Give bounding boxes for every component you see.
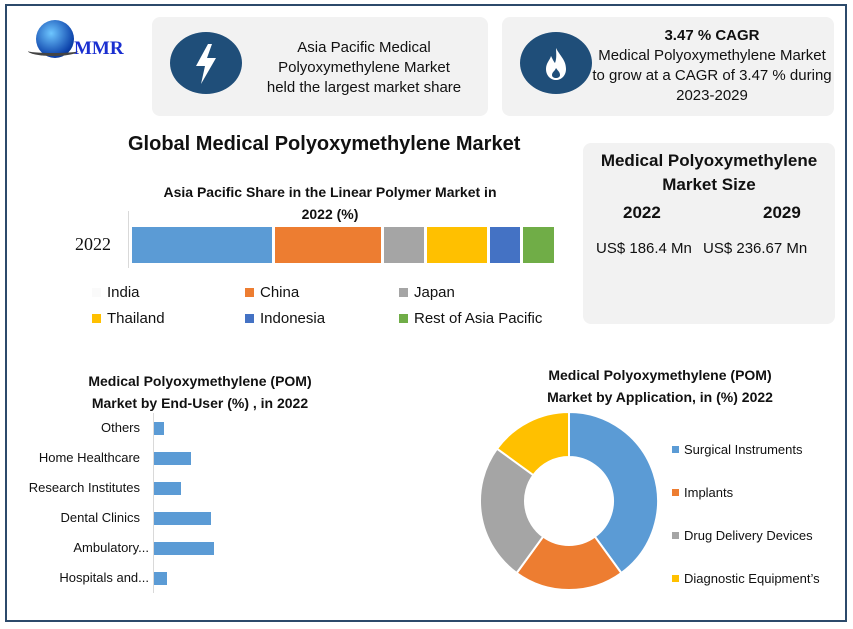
enduser-label: Dental Clinics (60, 510, 140, 525)
bar-segment-indonesia (489, 227, 521, 263)
donut-legend-item: Drug Delivery Devices (672, 528, 813, 543)
enduser-title: Market by End-User (%) , in 2022 (91, 395, 309, 411)
card-cagr: 3.47 % CAGR Medical Polyoxymethylene Mar… (502, 17, 834, 116)
legend-label: India (107, 284, 140, 301)
bar-segment-china (275, 227, 382, 263)
bar-segment-thailand (426, 227, 487, 263)
donut-legend-item: Implants (672, 485, 733, 500)
legend-swatch (399, 314, 408, 323)
enduser-bar (154, 572, 168, 585)
year-2022: 2022 (623, 203, 661, 222)
legend-label: Indonesia (260, 310, 326, 327)
card-regional: Asia Pacific Medical Polyoxymethylene Ma… (152, 17, 488, 116)
value-2029: US$ 236.67 Mn (703, 240, 808, 257)
enduser-label: Ambulatory... (73, 540, 149, 555)
donut-slice-2 (479, 447, 545, 575)
legend-indonesia: Indonesia (245, 310, 325, 327)
legend-swatch (672, 489, 679, 496)
legend-swatch (245, 288, 254, 297)
legend-swatch (92, 288, 101, 297)
legend-label: Rest of Asia Pacific (414, 310, 543, 327)
enduser-bar (154, 482, 181, 495)
legend-rest-of-asia-pacific: Rest of Asia Pacific (399, 310, 542, 327)
card2-line: to grow at a CAGR of 3.47 % during (592, 67, 832, 84)
card1-line: Asia Pacific Medical (297, 39, 431, 56)
lightning-icon (170, 32, 242, 94)
size-title: Market Size (662, 175, 756, 194)
enduser-title: Medical Polyoxymethylene (POM) (88, 373, 312, 389)
stacked-title: 2022 (%) (301, 206, 359, 222)
enduser-bar (154, 512, 211, 525)
bar-segment-india (132, 227, 273, 263)
enduser-bar (154, 452, 191, 465)
market-size-card: Medical Polyoxymethylene Market Size 202… (583, 143, 835, 324)
donut-legend-item: Diagnostic Equipment’s (672, 571, 820, 586)
enduser-bar (154, 542, 215, 555)
legend-label: Japan (414, 284, 455, 301)
card2-line: Medical Polyoxymethylene Market (598, 47, 826, 64)
legend-swatch (672, 446, 679, 453)
stacked-category: 2022 (75, 234, 111, 254)
cagr-title: 3.47 % CAGR (664, 27, 760, 44)
legend-swatch (245, 314, 254, 323)
legend-label: China (260, 284, 300, 301)
bar-segment-japan (384, 227, 424, 263)
legend-swatch (92, 314, 101, 323)
donut-legend-item: Surgical Instruments (672, 442, 803, 457)
enduser-label: Home Healthcare (38, 450, 140, 465)
legend-label: Diagnostic Equipment’s (684, 571, 820, 586)
bar-segment-rest-of-asia-pacific (523, 227, 554, 263)
donut-slice-0 (568, 411, 659, 575)
legend-label: Surgical Instruments (684, 442, 803, 457)
legend-india: India (92, 284, 140, 301)
stacked-title: Asia Pacific Share in the Linear Polymer… (163, 184, 497, 200)
size-title: Medical Polyoxymethylene (600, 151, 818, 170)
enduser-label: Research Institutes (28, 480, 140, 495)
legend-label: Thailand (107, 310, 165, 327)
donut-title: Medical Polyoxymethylene (POM) (548, 367, 772, 383)
card2-line: 2023-2029 (676, 87, 748, 104)
enduser-bar (154, 422, 165, 435)
legend-label: Drug Delivery Devices (684, 528, 813, 543)
card1-line: held the largest market share (266, 79, 462, 96)
value-2022: US$ 186.4 Mn (596, 240, 692, 257)
legend-thailand: Thailand (92, 310, 165, 327)
legend-china: China (245, 284, 299, 301)
legend-swatch (672, 532, 679, 539)
logo-text: MMR (74, 38, 124, 59)
logo: MMR (26, 18, 141, 63)
legend-swatch (672, 575, 679, 582)
donut-title: Market by Application, in (%) 2022 (547, 389, 773, 405)
donut-slice-3 (495, 411, 570, 477)
stacked-bar (132, 227, 557, 263)
flame-icon (520, 32, 592, 94)
year-2029: 2029 (763, 203, 801, 222)
legend-label: Implants (684, 485, 734, 500)
frame (5, 4, 847, 622)
enduser-label: Others (100, 420, 140, 435)
card1-line: Polyoxymethylene Market (278, 59, 450, 76)
legend-japan: Japan (399, 284, 455, 301)
legend-swatch (399, 288, 408, 297)
donut-chart (479, 411, 659, 591)
page-title: Global Medical Polyoxymethylene Market (128, 133, 521, 155)
enduser-label: Hospitals and... (59, 570, 149, 585)
